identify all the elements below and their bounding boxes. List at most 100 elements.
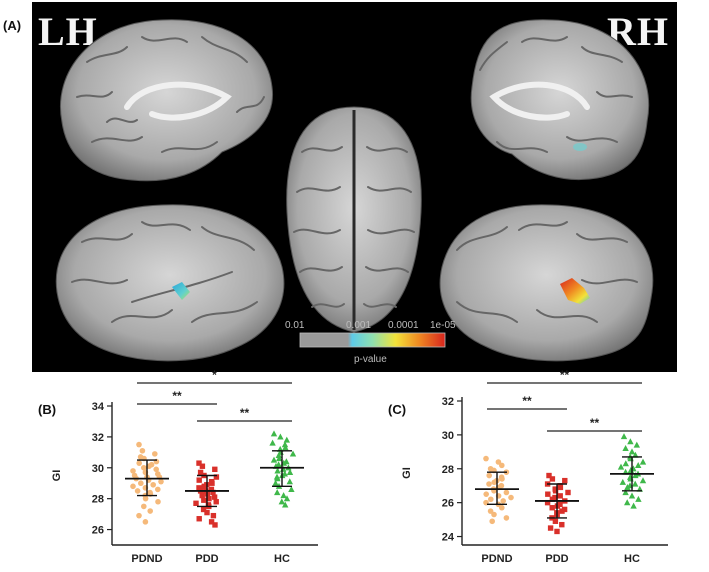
chart-0-ytick-label-2: 30 (92, 463, 104, 475)
left-lateral-surface (55, 204, 285, 362)
chart-0-point-pdnd-11 (130, 468, 136, 474)
chart-1-point-hc-19 (639, 477, 647, 484)
chart-0-point-pdd-3 (197, 469, 204, 476)
chart-1-category-hc: HC (624, 553, 640, 565)
chart-0-point-pdd-26 (204, 509, 210, 516)
chart-0-point-pdd-20 (201, 497, 207, 503)
chart-1-point-hc-20 (619, 478, 626, 485)
chart-0-point-pdnd-1 (139, 447, 146, 454)
chart-0-point-pdd-8 (209, 480, 215, 486)
chart-0-point-hc-0 (270, 430, 278, 437)
chart-1-point-pdd-25 (547, 525, 554, 531)
chart-0-category-pdd: PDD (195, 553, 218, 565)
chart-0-point-pdnd-29 (142, 495, 149, 502)
chart-0-ytick-label-0: 26 (92, 525, 104, 537)
chart-0-point-pdd-27 (210, 512, 217, 519)
chart-0-point-hc-31 (278, 498, 285, 505)
chart-0-point-hc-2 (283, 436, 290, 443)
chart-1-point-hc-23 (624, 484, 631, 490)
chart-0-point-pdd-19 (206, 495, 212, 502)
chart-1-category-pdnd: PDND (481, 553, 512, 565)
chart-1-point-hc-27 (635, 495, 642, 502)
chart-1-point-hc-2 (633, 441, 640, 448)
chart-1-ytick-label-4: 32 (442, 396, 454, 408)
chart-0-point-pdd-6 (196, 477, 202, 483)
chart-1-point-pdd-8 (565, 489, 571, 496)
chart-1-point-hc-0 (620, 433, 628, 440)
chart-1-point-hc-9 (622, 460, 629, 467)
chart-0-point-pdnd-0 (136, 441, 142, 448)
chart-0-ylabel: GI (51, 470, 63, 482)
chart-0-category-hc: HC (274, 553, 290, 565)
chart-0-ytick-label-3: 32 (92, 432, 104, 444)
chart-0-point-hc-30 (283, 495, 291, 502)
chart-0-point-pdnd-24 (155, 486, 161, 493)
chart-0-point-hc-32 (282, 501, 289, 508)
chart-1-point-pdd-14 (544, 499, 551, 506)
chart-0-point-hc-4 (281, 441, 289, 448)
chart-0-point-hc-28 (274, 489, 281, 496)
chart-0-point-pdd-15 (210, 489, 216, 496)
chart-1-point-pdd-26 (554, 528, 560, 535)
chart-1-point-pdd-17 (549, 505, 555, 511)
chart-1-point-pdnd-10 (491, 479, 498, 486)
left-hemisphere-label: LH (38, 9, 98, 54)
chart-1-point-hc-3 (622, 445, 629, 452)
chart-0-point-pdnd-10 (153, 466, 159, 473)
chart-0-point-pdd-11 (196, 485, 202, 491)
chart-1-point-pdnd-16 (503, 489, 510, 496)
chart-0-point-pdd-22 (193, 500, 199, 506)
chart-1-ytick-label-2: 28 (442, 464, 454, 476)
chart-1-point-pdd-19 (559, 508, 565, 514)
chart-1-point-pdd-10 (557, 493, 563, 499)
chart-1-point-pdnd-21 (500, 498, 507, 504)
chart-1-comparison-label-1: ** (522, 394, 532, 408)
chart-0-point-pdnd-33 (136, 512, 142, 519)
p-value-colorbar (299, 332, 446, 348)
chart-1-point-pdd-0 (546, 472, 552, 479)
chart-1-point-hc-25 (622, 489, 629, 496)
chart-1-point-pdnd-17 (483, 491, 490, 497)
chart-1-point-pdnd-25 (487, 508, 494, 514)
chart-0-point-pdnd-30 (155, 498, 161, 505)
chart-1-comparison-label-0: ** (560, 368, 570, 382)
chart-1-point-pdd-9 (545, 491, 551, 497)
chart-1-point-pdnd-20 (488, 496, 494, 503)
chart-1-point-pdnd-11 (486, 481, 492, 487)
chart-1-point-pdd-24 (559, 521, 565, 528)
chart-1-point-pdd-5 (557, 484, 564, 491)
chart-1-point-pdd-2 (562, 477, 568, 484)
chart-0-point-pdd-25 (200, 506, 207, 513)
colorbar-tick-2: 0.0001 (388, 320, 419, 331)
chart-0-point-hc-25 (272, 479, 279, 486)
chart-0-point-hc-11 (270, 456, 278, 463)
chart-1-point-hc-28 (624, 499, 631, 506)
chart-1-point-hc-11 (617, 463, 625, 470)
chart-0-point-hc-9 (275, 452, 282, 459)
colorbar-tick-0: 0.01 (285, 320, 305, 331)
chart-0-point-hc-24 (286, 478, 293, 485)
chart-0-point-pdnd-31 (141, 503, 147, 510)
chart-1-point-pdnd-24 (499, 504, 505, 511)
panel-a-label: (A) (3, 18, 22, 33)
chart-0-point-hc-19 (286, 469, 294, 476)
chart-0-point-pdd-12 (208, 486, 215, 493)
brain-surface-panel: LH RH (32, 2, 677, 372)
chart-1-point-pdnd-28 (489, 518, 496, 525)
chart-1-point-pdnd-2 (499, 462, 505, 469)
chart-1-point-hc-16 (632, 472, 639, 479)
colorbar-title: p-value (354, 354, 387, 365)
chart-1-point-hc-26 (628, 492, 636, 499)
chart-1-comparison-label-2: ** (590, 416, 600, 430)
chart-1-ylabel: GI (401, 467, 413, 479)
chart-0-point-hc-23 (274, 475, 281, 482)
right-lateral-surface (439, 204, 654, 362)
chart-0-point-pdnd-2 (152, 451, 158, 457)
chart-1-ytick-label-0: 24 (442, 532, 455, 544)
chart-0-comparison-label-2: ** (240, 406, 250, 420)
chart-0-point-pdd-2 (212, 466, 218, 473)
chart-1-point-pdd-12 (549, 496, 556, 502)
chart-0-point-pdd-0 (196, 460, 202, 466)
chart-0-ytick-label-4: 34 (92, 401, 105, 413)
